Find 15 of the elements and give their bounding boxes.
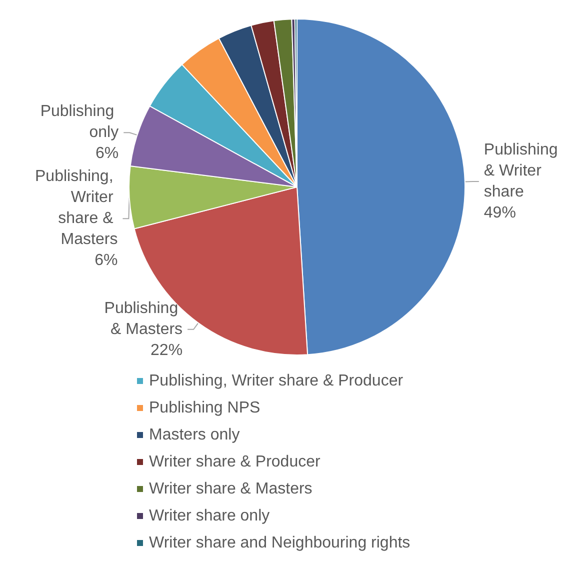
legend-label: Writer share & Producer: [149, 454, 321, 470]
slice-label: Publishing & Masters: [104, 300, 183, 338]
legend-label: Masters only: [149, 426, 240, 444]
data-label: 49%: [484, 204, 516, 222]
legend-label: Publishing, Writer share & Producer: [149, 372, 404, 390]
data-label: 6%: [95, 145, 119, 162]
slice-label: Publishing only: [40, 103, 119, 142]
legend-label: Publishing NPS: [149, 400, 260, 416]
slice-label: Publishing, Writer share & Masters: [34, 168, 118, 248]
legend-label: Writer share only: [149, 508, 270, 524]
data-label: 6%: [94, 252, 118, 270]
legend-label: Writer share and Neighbouring rights: [149, 534, 410, 552]
data-label: 22%: [150, 342, 183, 359]
legend-label: Writer share & Masters: [149, 480, 312, 498]
slice-label: Publishing & Writer share: [484, 141, 562, 200]
